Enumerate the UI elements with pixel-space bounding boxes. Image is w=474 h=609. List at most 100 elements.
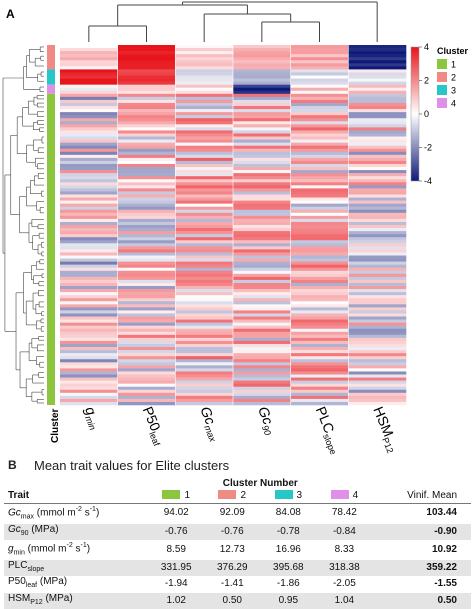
heatmap-cell [348, 261, 407, 265]
heatmap-cell [175, 371, 234, 375]
heatmap-cell [175, 292, 234, 296]
heatmap-cell [117, 255, 176, 259]
colorbar-tick-label: -4 [424, 176, 432, 186]
heatmap-cell [233, 139, 291, 143]
heatmap-cell [233, 368, 291, 372]
heatmap-cell [175, 84, 234, 89]
heatmap-cell [348, 78, 407, 82]
heatmap-cell [233, 51, 291, 55]
heatmap-cell [233, 194, 291, 198]
heatmap-cell [117, 353, 176, 357]
heatmap-cell [60, 292, 118, 296]
heatmap-cell [233, 383, 291, 387]
heatmap-cell [117, 267, 176, 272]
table-row: P50leaf (MPa) -1.94 -1.41 -1.86 -2.05 -1.55 [4, 576, 471, 592]
heatmap-cell [175, 356, 234, 360]
cluster-number-header: Cluster Number [222, 478, 298, 489]
heatmap-cell [348, 282, 407, 287]
heatmap-cell [60, 328, 118, 333]
heatmap-cell [348, 371, 407, 375]
heatmap-cell [348, 307, 407, 311]
heatmap-cell [290, 139, 349, 143]
heatmap-cell [175, 362, 234, 366]
heatmap-cell [117, 356, 176, 360]
heatmap-cell [117, 93, 176, 98]
heatmap-cell [290, 353, 349, 357]
vinif-mean-cell: -1.55 [434, 578, 457, 590]
heatmap-cell [117, 99, 176, 104]
heatmap-cell [348, 264, 407, 269]
heatmap-cell [117, 57, 176, 61]
heatmap-cell [290, 301, 349, 305]
heatmap-cell [290, 206, 349, 211]
heatmap-cell [233, 374, 291, 378]
column-label-g-min: gmin [80, 404, 105, 431]
heatmap-cell [60, 112, 118, 116]
heatmap-cell [348, 228, 407, 232]
heatmap-cell [60, 362, 118, 366]
heatmap-cell [348, 246, 407, 250]
heatmap-cell [348, 374, 407, 378]
heatmap-cell [117, 90, 176, 95]
heatmap-cell [117, 69, 176, 73]
heatmap-cell [175, 264, 234, 269]
heatmap-cell [175, 389, 234, 394]
heatmap-cell [290, 343, 349, 348]
cluster-value-cell: 8.59 [166, 543, 186, 555]
heatmap-cell [60, 319, 118, 323]
heatmap-cell [290, 252, 349, 256]
heatmap-cell [290, 347, 349, 351]
heatmap-cell [60, 240, 118, 244]
heatmap-cell [233, 365, 291, 369]
heatmap-cell [233, 81, 291, 85]
heatmap-cell [175, 319, 234, 323]
heatmap-cell [290, 334, 349, 339]
heatmap-cell [348, 276, 407, 281]
heatmap-cell [60, 78, 118, 82]
heatmap-cell [233, 289, 291, 293]
heatmap-cell [233, 90, 291, 95]
heatmap-cell [290, 212, 349, 217]
legend-label: 4 [451, 99, 456, 109]
heatmap-cell [117, 130, 176, 134]
heatmap-cell [60, 203, 118, 207]
heatmap-cell [117, 331, 176, 336]
cluster-strip [47, 45, 55, 405]
heatmap-cell [348, 362, 407, 366]
heatmap-cell [175, 48, 234, 52]
heatmap-cell [117, 292, 176, 296]
heatmap-cell [117, 218, 176, 223]
heatmap-cell [117, 106, 176, 110]
heatmap-cell [290, 240, 349, 244]
heatmap-cell [290, 209, 349, 214]
heatmap-cell [175, 286, 234, 290]
heatmap-cell [117, 188, 176, 192]
heatmap-cell [117, 246, 176, 250]
cluster-header-label: 3 [296, 490, 303, 502]
heatmap-cell [348, 102, 407, 107]
heatmap-cell [290, 84, 349, 89]
heatmap-cell [348, 267, 407, 272]
heatmap-cell [175, 298, 234, 302]
heatmap-cell [290, 307, 349, 311]
heatmap-cell [117, 160, 176, 165]
heatmap-cell [233, 188, 291, 192]
heatmap-cell [60, 106, 118, 110]
heatmap-cell [60, 258, 118, 262]
heatmap-cell [60, 282, 118, 287]
heatmap-cell [60, 139, 118, 143]
heatmap-cell [60, 389, 118, 394]
heatmap-cell [117, 386, 176, 391]
heatmap-cell [290, 51, 349, 55]
heatmap-cell [290, 45, 349, 49]
heatmap-cell [290, 121, 349, 125]
heatmap-cell [60, 249, 118, 253]
heatmap-cell [117, 322, 176, 326]
heatmap-cell [60, 170, 118, 174]
colorbar-tick-label: 2 [424, 76, 429, 86]
heatmap-cell [233, 182, 291, 186]
heatmap-cell [348, 75, 407, 79]
heatmap-cell [175, 78, 234, 82]
heatmap-cell [290, 380, 349, 384]
colorbar-tick-label: -2 [424, 143, 432, 153]
